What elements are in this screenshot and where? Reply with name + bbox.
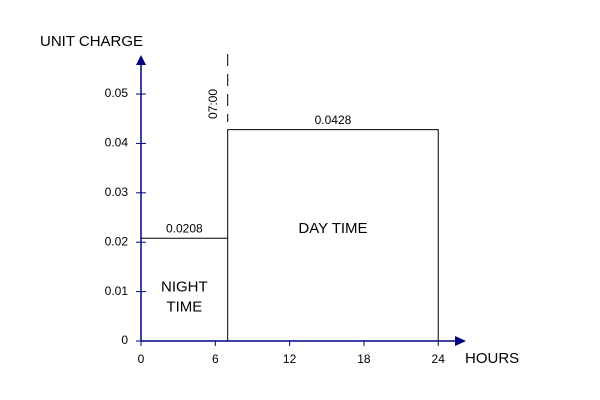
region-label: NIGHT [161,279,208,296]
y-tick-label: 0.03 [105,185,129,199]
x-tick-label: 12 [283,352,297,366]
y-tick-label: 0 [121,333,128,347]
y-axis-arrow [136,55,146,65]
x-tick-label: 0 [138,352,145,366]
y-tick-label: 0.01 [105,284,129,298]
y-tick-label: 0.04 [105,136,129,150]
step-block [227,129,439,341]
y-tick-label: 0.02 [105,234,129,248]
x-tick-label: 6 [212,352,219,366]
annotation-label: 07:00 [206,89,220,119]
value-label: 0.0208 [166,221,203,235]
region-label: TIME [166,299,202,316]
y-tick-label: 0.05 [105,86,129,100]
x-tick-label: 18 [357,352,371,366]
x-axis-label: HOURS [465,350,519,367]
value-label: 0.0428 [315,113,352,127]
x-tick-label: 24 [432,352,446,366]
x-axis-arrow [455,336,466,346]
y-axis-label: UNIT CHARGE [40,33,143,50]
region-label: DAY TIME [298,220,367,237]
